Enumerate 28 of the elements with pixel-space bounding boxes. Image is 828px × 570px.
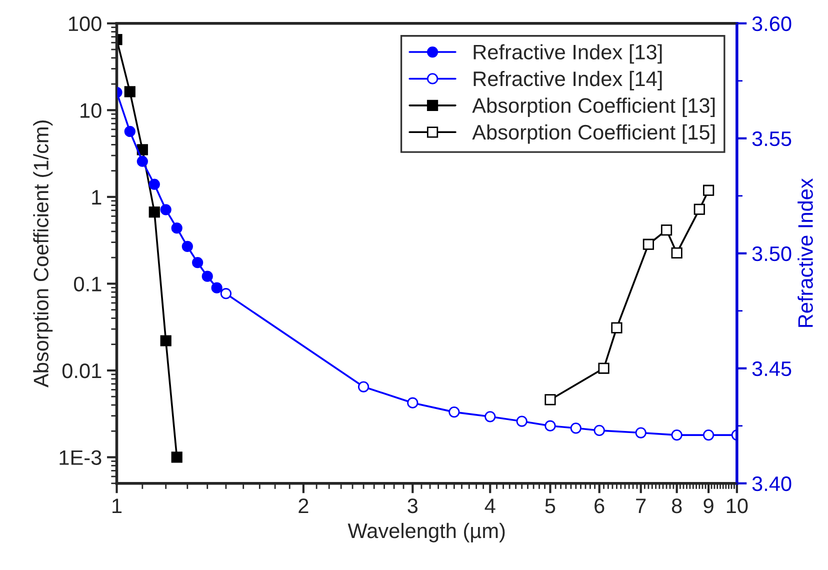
legend-label: Absorption Coefficient [15] <box>472 124 715 144</box>
x-tick-label: 6 <box>594 498 604 514</box>
x-tick-label: 8 <box>672 498 682 514</box>
x-tick-label: 9 <box>704 498 714 514</box>
y-tick-label: 0.01 <box>62 363 102 378</box>
y2-axis-title: Refractive Index <box>798 178 813 327</box>
legend-label: Refractive Index [14] <box>474 70 662 90</box>
y2-tick-label: 3.45 <box>752 361 792 376</box>
y2-tick-label: 3.40 <box>752 476 792 492</box>
x-tick-label: 3 <box>408 498 418 514</box>
x-tick-label: 4 <box>484 498 496 514</box>
x-tick-label: 1 <box>112 498 122 514</box>
x-tick-label: 10 <box>726 498 748 514</box>
y-tick-label: 1E-3 <box>60 450 102 465</box>
x-tick-label: 2 <box>298 498 308 514</box>
y-tick-label: 100 <box>68 16 102 32</box>
y-axis-title: Absorption Coefficient (1/cm) <box>33 120 53 388</box>
y2-tick-label: 3.60 <box>752 16 792 32</box>
x-tick-label: 7 <box>636 498 646 514</box>
y-tick-label: 10 <box>80 103 102 118</box>
legend-label: Refractive Index [13] <box>474 44 662 64</box>
x-axis-title: Wavelength (µm) <box>348 522 505 542</box>
y2-tick-label: 3.50 <box>752 246 792 262</box>
legend-label: Absorption Coefficient [13] <box>472 98 715 118</box>
y2-tick-label: 3.55 <box>752 131 792 146</box>
y-tick-label: 0.1 <box>74 276 102 292</box>
y-tick-label: 1 <box>92 190 102 204</box>
x-tick-label: 5 <box>545 498 556 514</box>
